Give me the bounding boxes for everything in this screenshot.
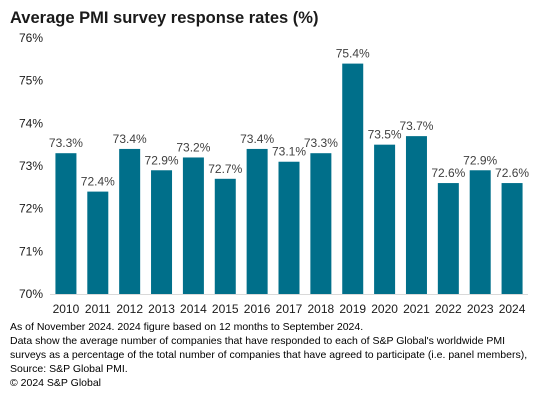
bar — [310, 153, 332, 294]
data-label: 72.6% — [431, 166, 465, 180]
x-tick-label: 2010 — [53, 302, 80, 316]
bar — [405, 136, 427, 294]
x-tick-label: 2018 — [308, 302, 335, 316]
bar — [501, 183, 523, 294]
bar — [278, 161, 300, 294]
y-tick-label: 72% — [19, 202, 43, 216]
footnote-data-description-1: Data show the average number of companie… — [10, 335, 506, 347]
y-tick-label: 73% — [19, 159, 43, 173]
data-label: 72.7% — [208, 162, 242, 176]
data-label: 72.6% — [495, 166, 529, 180]
y-tick-label: 76% — [19, 31, 43, 45]
footnote-source: Source: S&P Global PMI. — [10, 363, 128, 375]
x-tick-label: 2024 — [499, 302, 526, 316]
footnote-as-of: As of November 2024. 2024 figure based o… — [10, 321, 364, 333]
x-tick-label: 2015 — [212, 302, 239, 316]
x-tick-label: 2012 — [116, 302, 143, 316]
data-label: 73.3% — [49, 136, 83, 150]
y-tick-label: 71% — [19, 244, 43, 258]
data-label: 72.9% — [463, 153, 497, 167]
bar — [214, 178, 236, 294]
data-label: 73.5% — [368, 128, 402, 142]
y-tick-label: 74% — [19, 116, 43, 130]
x-tick-label: 2011 — [85, 302, 111, 316]
x-tick-label: 2021 — [403, 302, 430, 316]
x-tick-label: 2016 — [244, 302, 271, 316]
bar — [151, 170, 173, 294]
x-tick-label: 2019 — [339, 302, 366, 316]
x-tick-label: 2017 — [276, 302, 303, 316]
bar — [469, 170, 491, 294]
data-label: 73.3% — [304, 136, 338, 150]
data-label: 72.4% — [81, 175, 115, 189]
bar — [374, 144, 396, 294]
bar — [246, 148, 268, 294]
bar — [182, 157, 204, 294]
x-tick-label: 2022 — [435, 302, 462, 316]
x-tick-label: 2014 — [180, 302, 207, 316]
data-label: 73.7% — [399, 119, 433, 133]
bar — [55, 153, 77, 294]
bar — [87, 191, 109, 294]
x-tick-label: 2013 — [148, 302, 175, 316]
y-tick-label: 75% — [19, 74, 43, 88]
footnote-data-description-2: surveys as a percentage of the total num… — [10, 349, 528, 361]
chart-title: Average PMI survey response rates (%) — [10, 9, 319, 27]
data-label: 73.1% — [272, 145, 306, 159]
bar — [342, 63, 364, 294]
footnote-copyright: © 2024 S&P Global — [10, 377, 102, 389]
data-label: 73.4% — [240, 132, 274, 146]
bar — [119, 148, 141, 294]
bar — [437, 183, 459, 294]
x-tick-label: 2023 — [467, 302, 494, 316]
data-label: 75.4% — [336, 47, 370, 61]
data-label: 73.2% — [176, 140, 210, 154]
y-tick-label: 70% — [19, 287, 43, 301]
data-label: 73.4% — [113, 132, 147, 146]
data-label: 72.9% — [145, 153, 179, 167]
x-tick-label: 2020 — [371, 302, 398, 316]
